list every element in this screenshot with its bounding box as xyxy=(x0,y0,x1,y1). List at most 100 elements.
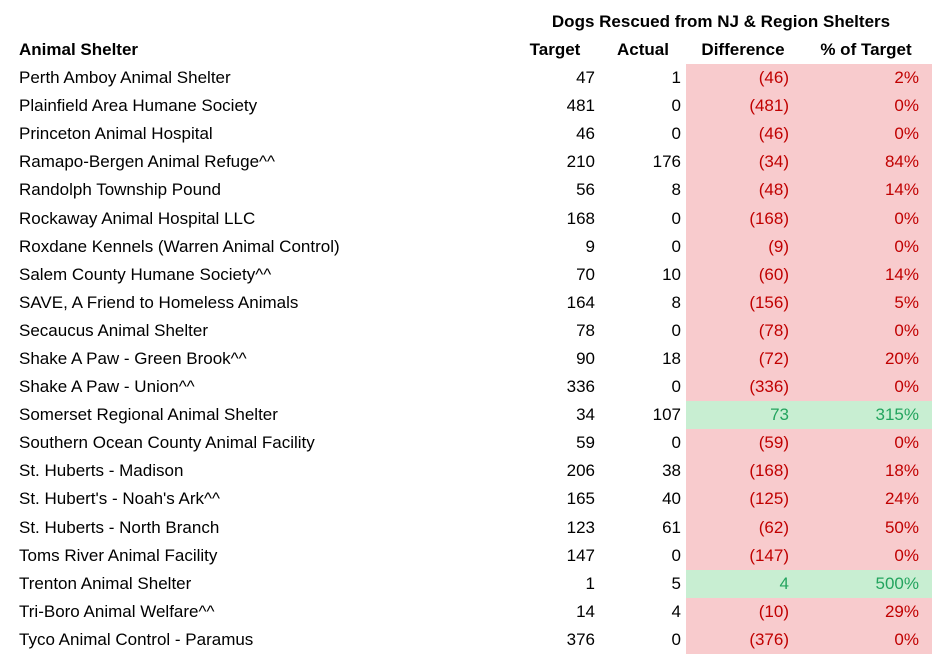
cell-target[interactable]: 78 xyxy=(576,320,595,340)
cell-difference[interactable]: (147) xyxy=(686,541,800,570)
cell-actual[interactable]: 8 xyxy=(671,180,681,200)
cell-shelter-name[interactable]: Secaucus Animal Shelter xyxy=(19,320,208,340)
cell-actual[interactable]: 5 xyxy=(671,573,681,593)
cell-shelter-name[interactable]: Shake A Paw - Green Brook^^ xyxy=(19,348,247,368)
column-header-actual[interactable]: Actual xyxy=(617,40,669,59)
cell-actual[interactable]: 40 xyxy=(662,489,681,509)
cell-pct-of-target[interactable]: 14% xyxy=(800,176,932,205)
cell-actual[interactable]: 1 xyxy=(671,68,681,88)
cell-difference[interactable]: (46) xyxy=(686,120,800,149)
cell-pct-of-target[interactable]: 20% xyxy=(800,344,932,374)
cell-actual[interactable]: 61 xyxy=(662,517,681,537)
cell-pct-of-target[interactable]: 14% xyxy=(800,260,932,289)
cell-target[interactable]: 210 xyxy=(566,152,595,172)
cell-target[interactable]: 90 xyxy=(576,348,595,368)
cell-shelter-name[interactable]: Tri-Boro Animal Welfare^^ xyxy=(19,601,215,621)
cell-difference[interactable]: (9) xyxy=(686,232,800,261)
cell-shelter-name[interactable]: Rockaway Animal Hospital LLC xyxy=(19,208,256,228)
cell-difference[interactable]: (34) xyxy=(686,148,800,177)
cell-pct-of-target[interactable]: 315% xyxy=(800,401,932,430)
cell-actual[interactable]: 38 xyxy=(662,461,681,481)
cell-shelter-name[interactable]: Randolph Township Pound xyxy=(19,180,221,200)
cell-target[interactable]: 47 xyxy=(576,68,595,88)
cell-target[interactable]: 206 xyxy=(566,461,595,481)
cell-shelter-name[interactable]: Ramapo-Bergen Animal Refuge^^ xyxy=(19,152,275,172)
cell-pct-of-target[interactable]: 84% xyxy=(800,148,932,177)
cell-actual[interactable]: 10 xyxy=(662,264,681,284)
cell-shelter-name[interactable]: St. Hubert's - Noah's Ark^^ xyxy=(19,489,221,509)
column-header-target[interactable]: Target xyxy=(529,40,581,59)
cell-target[interactable]: 1 xyxy=(585,573,595,593)
cell-pct-of-target[interactable]: 2% xyxy=(800,64,932,93)
cell-difference[interactable]: (168) xyxy=(686,457,800,486)
cell-target[interactable]: 59 xyxy=(576,433,595,453)
cell-target[interactable]: 56 xyxy=(576,180,595,200)
column-header-pct-of-target[interactable]: % of Target xyxy=(820,40,912,59)
cell-pct-of-target[interactable]: 0% xyxy=(800,120,932,149)
cell-actual[interactable]: 8 xyxy=(671,292,681,312)
cell-shelter-name[interactable]: Toms River Animal Facility xyxy=(19,545,218,565)
cell-actual[interactable]: 0 xyxy=(671,236,681,256)
cell-target[interactable]: 9 xyxy=(585,236,595,256)
column-header-animal-shelter[interactable]: Animal Shelter xyxy=(19,40,139,59)
cell-shelter-name[interactable]: Princeton Animal Hospital xyxy=(19,124,213,144)
cell-pct-of-target[interactable]: 5% xyxy=(800,288,932,317)
cell-actual[interactable]: 0 xyxy=(671,208,681,228)
cell-target[interactable]: 123 xyxy=(566,517,595,537)
cell-target[interactable]: 147 xyxy=(566,545,595,565)
cell-target[interactable]: 481 xyxy=(566,96,595,116)
cell-target[interactable]: 168 xyxy=(566,208,595,228)
cell-actual[interactable]: 4 xyxy=(671,601,681,621)
cell-shelter-name[interactable]: Plainfield Area Humane Society xyxy=(19,96,258,116)
cell-difference[interactable]: (46) xyxy=(686,64,800,93)
cell-difference[interactable]: (60) xyxy=(686,260,800,289)
cell-target[interactable]: 70 xyxy=(576,264,595,284)
cell-pct-of-target[interactable]: 500% xyxy=(800,569,932,598)
cell-pct-of-target[interactable]: 0% xyxy=(800,232,932,261)
cell-difference[interactable]: (72) xyxy=(686,344,800,374)
cell-pct-of-target[interactable]: 50% xyxy=(800,513,932,542)
cell-target[interactable]: 34 xyxy=(576,405,595,425)
cell-pct-of-target[interactable]: 0% xyxy=(800,541,932,570)
cell-shelter-name[interactable]: Tyco Animal Control - Paramus xyxy=(19,629,254,649)
cell-pct-of-target[interactable]: 0% xyxy=(800,204,932,233)
cell-actual[interactable]: 0 xyxy=(671,96,681,116)
cell-difference[interactable]: (78) xyxy=(686,316,800,345)
cell-difference[interactable]: (48) xyxy=(686,176,800,205)
cell-actual[interactable]: 0 xyxy=(671,320,681,340)
cell-difference[interactable]: (156) xyxy=(686,288,800,317)
cell-actual[interactable]: 0 xyxy=(671,629,681,649)
cell-difference[interactable]: (336) xyxy=(686,373,800,402)
cell-actual[interactable]: 18 xyxy=(662,348,681,368)
cell-pct-of-target[interactable]: 0% xyxy=(800,373,932,402)
cell-difference[interactable]: (62) xyxy=(686,513,800,542)
cell-pct-of-target[interactable]: 0% xyxy=(800,92,932,121)
cell-actual[interactable]: 0 xyxy=(671,124,681,144)
cell-actual[interactable]: 107 xyxy=(652,405,681,425)
cell-shelter-name[interactable]: Roxdane Kennels (Warren Animal Control) xyxy=(19,236,340,256)
cell-actual[interactable]: 0 xyxy=(671,545,681,565)
cell-actual[interactable]: 176 xyxy=(652,152,681,172)
cell-pct-of-target[interactable]: 0% xyxy=(800,429,932,458)
cell-difference[interactable]: (376) xyxy=(686,625,800,654)
cell-shelter-name[interactable]: Southern Ocean County Animal Facility xyxy=(19,433,315,453)
cell-shelter-name[interactable]: Perth Amboy Animal Shelter xyxy=(19,68,231,88)
cell-target[interactable]: 164 xyxy=(566,292,595,312)
cell-pct-of-target[interactable]: 29% xyxy=(800,597,932,626)
cell-shelter-name[interactable]: St. Huberts - North Branch xyxy=(19,517,220,537)
cell-difference[interactable]: (59) xyxy=(686,429,800,458)
cell-difference[interactable]: (10) xyxy=(686,597,800,626)
cell-difference[interactable]: 4 xyxy=(686,569,800,598)
cell-shelter-name[interactable]: St. Huberts - Madison xyxy=(19,461,184,481)
cell-difference[interactable]: (125) xyxy=(686,485,800,514)
cell-shelter-name[interactable]: Somerset Regional Animal Shelter xyxy=(19,405,278,425)
cell-pct-of-target[interactable]: 0% xyxy=(800,316,932,345)
cell-target[interactable]: 46 xyxy=(576,124,595,144)
cell-target[interactable]: 336 xyxy=(566,377,595,397)
cell-pct-of-target[interactable]: 24% xyxy=(800,485,932,514)
cell-difference[interactable]: 73 xyxy=(686,401,800,430)
cell-target[interactable]: 14 xyxy=(576,601,595,621)
cell-actual[interactable]: 0 xyxy=(671,433,681,453)
cell-shelter-name[interactable]: Salem County Humane Society^^ xyxy=(19,264,272,284)
cell-difference[interactable]: (168) xyxy=(686,204,800,233)
